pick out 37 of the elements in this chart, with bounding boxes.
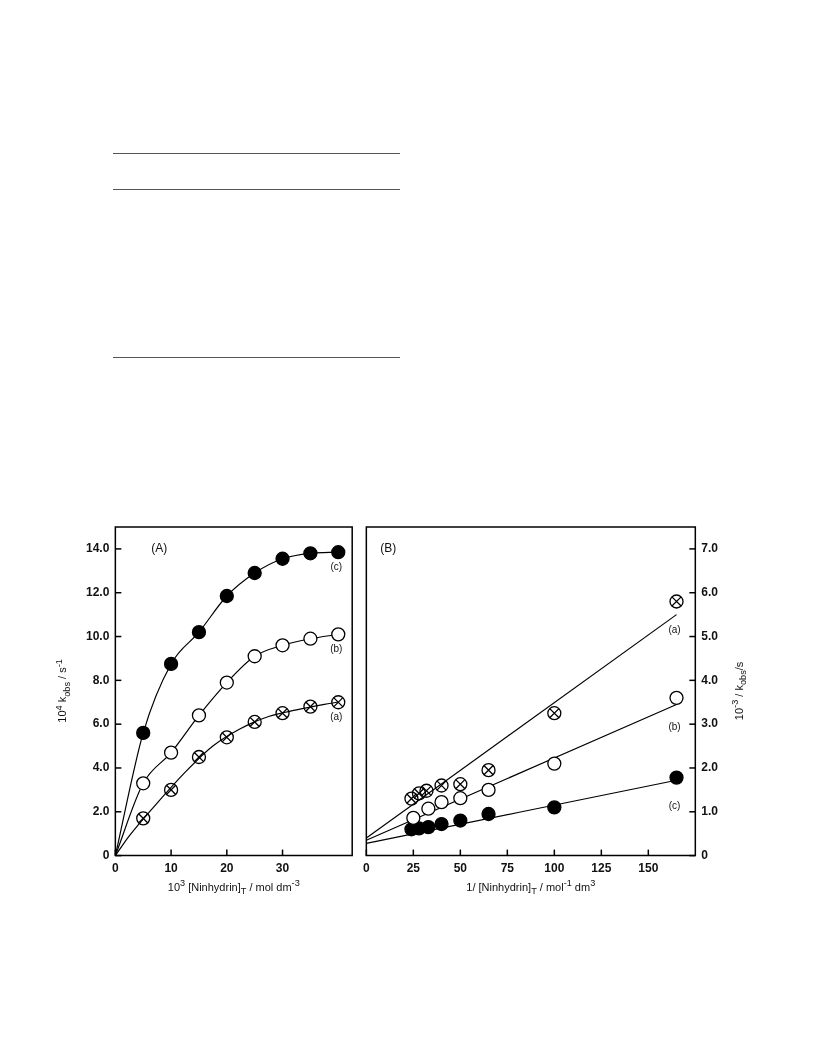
y-tick-label: 10.0 — [86, 628, 110, 643]
x-tick-label: 30 — [275, 861, 290, 876]
y2-tick-label: 5.0 — [701, 628, 719, 643]
series-label: (a) — [668, 624, 681, 636]
y2-tick-label: 3.0 — [701, 716, 719, 731]
y2-tick-label: 4.0 — [701, 672, 719, 687]
series-label: (c) — [668, 800, 681, 812]
x-tick-label: 25 — [406, 861, 421, 876]
y-tick-label: 14.0 — [86, 541, 110, 556]
series-label: (a) — [330, 711, 343, 722]
x-tick-label: 10 — [164, 861, 179, 876]
x-axis-title: 10$^{3}$ [Ninhydrin]$_{T}$ / mol dm$^{-3}$ — [167, 877, 300, 896]
y2-tick-label: 6.0 — [701, 585, 719, 600]
annotation: (A) — [151, 541, 168, 556]
y-tick-label: 4.0 — [92, 760, 110, 775]
y2-tick-label: 2.0 — [701, 760, 719, 775]
y2-tick-label: 7.0 — [701, 541, 719, 556]
x-tick-label: 75 — [500, 861, 515, 876]
x-tick-label: 150 — [638, 861, 659, 876]
y-tick-label: 12.0 — [86, 585, 110, 600]
x-tick-label: 50 — [453, 861, 468, 876]
series-label: (b) — [668, 720, 681, 732]
x-tick-label: 0 — [362, 861, 370, 876]
x-tick-label: 125 — [591, 861, 612, 876]
x-axis-title: 1/ [Ninhydrin]$_{T}$ / mol$^{-1}$ dm$^{3}$ — [466, 877, 596, 896]
x-tick-label: 100 — [544, 861, 565, 876]
x-tick-label: 20 — [220, 861, 234, 876]
y-tick-label: 0 — [102, 847, 110, 862]
x-tick-label: 0 — [112, 861, 120, 876]
series-label: (b) — [330, 643, 343, 655]
series-label: (c) — [330, 560, 343, 572]
y-tick-label: 2.0 — [92, 804, 110, 819]
y2-tick-label: 0 — [701, 847, 709, 862]
y-tick-label: 6.0 — [92, 716, 110, 731]
annotation: (B) — [380, 541, 397, 556]
y-tick-label: 8.0 — [92, 672, 110, 687]
y2-tick-label: 1.0 — [701, 804, 719, 819]
